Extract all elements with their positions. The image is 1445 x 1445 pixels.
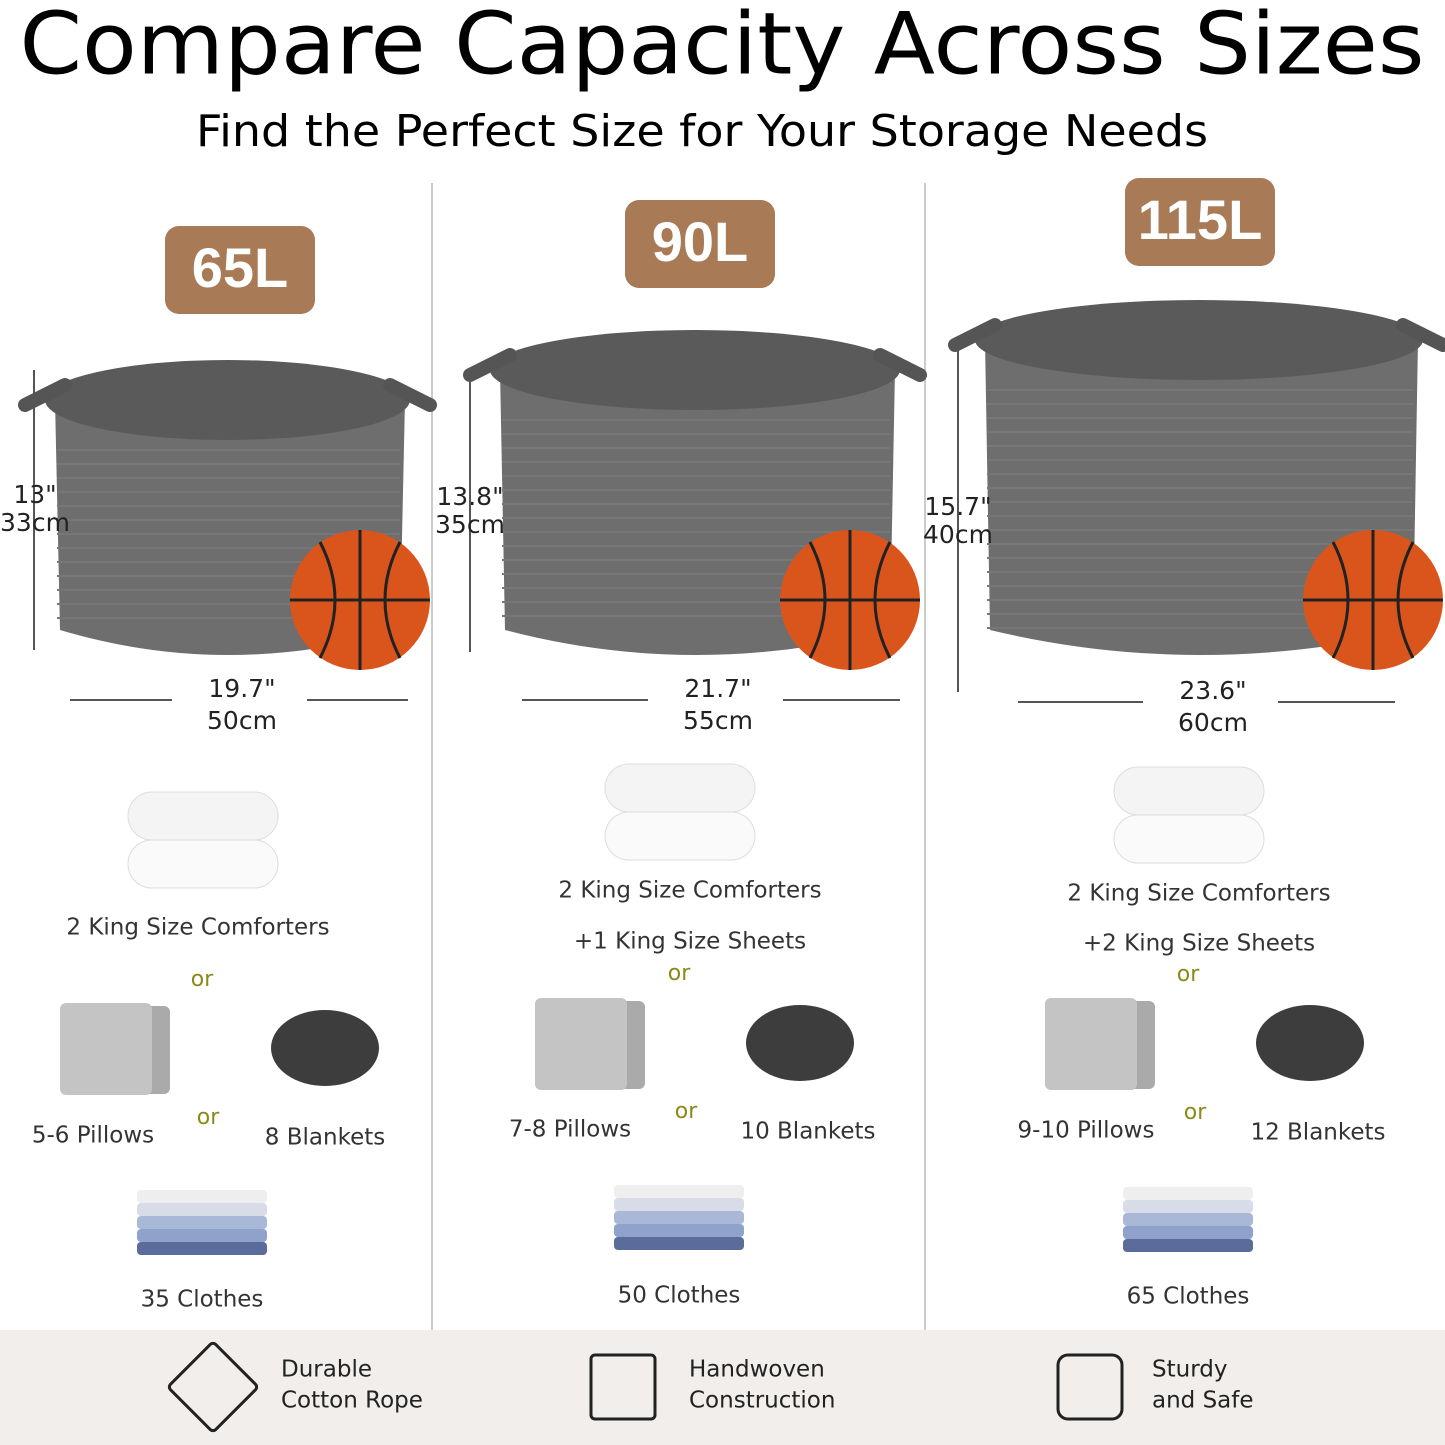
capacity-badge xyxy=(1125,178,1275,266)
comforters-label: 2 King Size Comforters xyxy=(558,878,821,904)
clothes-icon xyxy=(1123,1200,1253,1213)
pillow-icon xyxy=(535,998,627,1090)
subtitle: Find the Perfect Size for Your Storage N… xyxy=(196,106,1208,157)
basket-rim xyxy=(975,300,1423,380)
height-label: 35cm xyxy=(435,510,505,539)
comforter-icon xyxy=(604,811,756,861)
clothes-icon xyxy=(614,1224,744,1237)
clothes-label: 50 Clothes xyxy=(618,1283,741,1309)
feature-text: Handwoven xyxy=(689,1357,825,1383)
clothes-icon xyxy=(137,1229,267,1242)
basket-handles xyxy=(463,348,927,382)
or-label: or xyxy=(675,1099,698,1124)
basketball-lines xyxy=(780,530,920,670)
blankets-label: 8 Blankets xyxy=(265,1125,385,1151)
clothes-icon xyxy=(1123,1239,1253,1252)
width-label: 50cm xyxy=(207,706,277,735)
height-label: 40cm xyxy=(923,520,993,549)
feature-icon xyxy=(1056,1353,1124,1421)
footer-band xyxy=(0,1330,1445,1445)
basket-handles xyxy=(948,318,1445,352)
basket-rim xyxy=(45,360,410,440)
comforter-icon xyxy=(1113,766,1265,816)
comforters-label: 2 King Size Comforters xyxy=(66,915,329,941)
clothes-icon xyxy=(137,1190,267,1203)
clothes-icon xyxy=(137,1203,267,1216)
basketball-lines xyxy=(290,530,430,670)
comforters-label: 2 King Size Comforters xyxy=(1067,881,1330,907)
or-label: or xyxy=(191,967,214,992)
feature-icon xyxy=(589,1353,657,1421)
comforter-icon xyxy=(604,763,756,813)
height-label: 33cm xyxy=(0,508,70,537)
height-label: 13" xyxy=(13,480,56,509)
width-label: 19.7" xyxy=(208,674,275,703)
clothes-label: 65 Clothes xyxy=(1127,1284,1250,1310)
width-label: 23.6" xyxy=(1179,676,1246,705)
capacity-badge xyxy=(165,226,315,314)
clothes-label: 35 Clothes xyxy=(141,1287,264,1313)
capacity-badge xyxy=(625,200,775,288)
blanket-icon xyxy=(271,1010,379,1086)
title: Compare Capacity Across Sizes xyxy=(20,0,1425,94)
feature-text: Cotton Rope xyxy=(281,1388,423,1414)
capacity-label: 115L xyxy=(1138,188,1263,251)
width-label: 55cm xyxy=(683,706,753,735)
capacity-label: 65L xyxy=(192,236,289,299)
clothes-icon xyxy=(614,1211,744,1224)
comforter-icon xyxy=(127,839,279,889)
blanket-icon xyxy=(746,1005,854,1081)
comforter-icon xyxy=(1113,814,1265,864)
height-label: 15.7" xyxy=(924,492,991,521)
feature-text: Construction xyxy=(689,1388,835,1414)
basket-handles xyxy=(18,378,437,412)
feature-icon xyxy=(167,1341,259,1433)
clothes-icon xyxy=(614,1198,744,1211)
feature-text: Durable xyxy=(281,1357,372,1383)
pillows-label: 9-10 Pillows xyxy=(1018,1118,1155,1144)
blankets-label: 12 Blankets xyxy=(1250,1120,1385,1146)
or-label: or xyxy=(1177,962,1200,987)
blanket-icon xyxy=(1256,1005,1364,1081)
clothes-icon xyxy=(614,1185,744,1198)
width-label: 60cm xyxy=(1178,708,1248,737)
comforter-icon xyxy=(127,791,279,841)
clothes-icon xyxy=(137,1216,267,1229)
width-label: 21.7" xyxy=(684,674,751,703)
clothes-icon xyxy=(1123,1187,1253,1200)
height-label: 13.8" xyxy=(436,482,503,511)
feature-text: Sturdy xyxy=(1152,1357,1227,1383)
sheets-label: +1 King Size Sheets xyxy=(574,929,806,955)
basket-rim xyxy=(490,330,900,410)
or-label: or xyxy=(197,1105,220,1130)
basketball-lines xyxy=(1303,530,1443,670)
sheets-label: +2 King Size Sheets xyxy=(1083,931,1315,957)
or-label: or xyxy=(1184,1100,1207,1125)
pillow-icon xyxy=(60,1003,152,1095)
clothes-icon xyxy=(614,1237,744,1250)
capacity-label: 90L xyxy=(652,210,749,273)
pillows-label: 7-8 Pillows xyxy=(509,1117,631,1143)
blankets-label: 10 Blankets xyxy=(740,1119,875,1145)
pillow-icon xyxy=(1045,998,1137,1090)
clothes-icon xyxy=(1123,1226,1253,1239)
pillows-label: 5-6 Pillows xyxy=(32,1123,154,1149)
feature-text: and Safe xyxy=(1152,1388,1254,1414)
or-label: or xyxy=(668,961,691,986)
clothes-icon xyxy=(1123,1213,1253,1226)
clothes-icon xyxy=(137,1242,267,1255)
